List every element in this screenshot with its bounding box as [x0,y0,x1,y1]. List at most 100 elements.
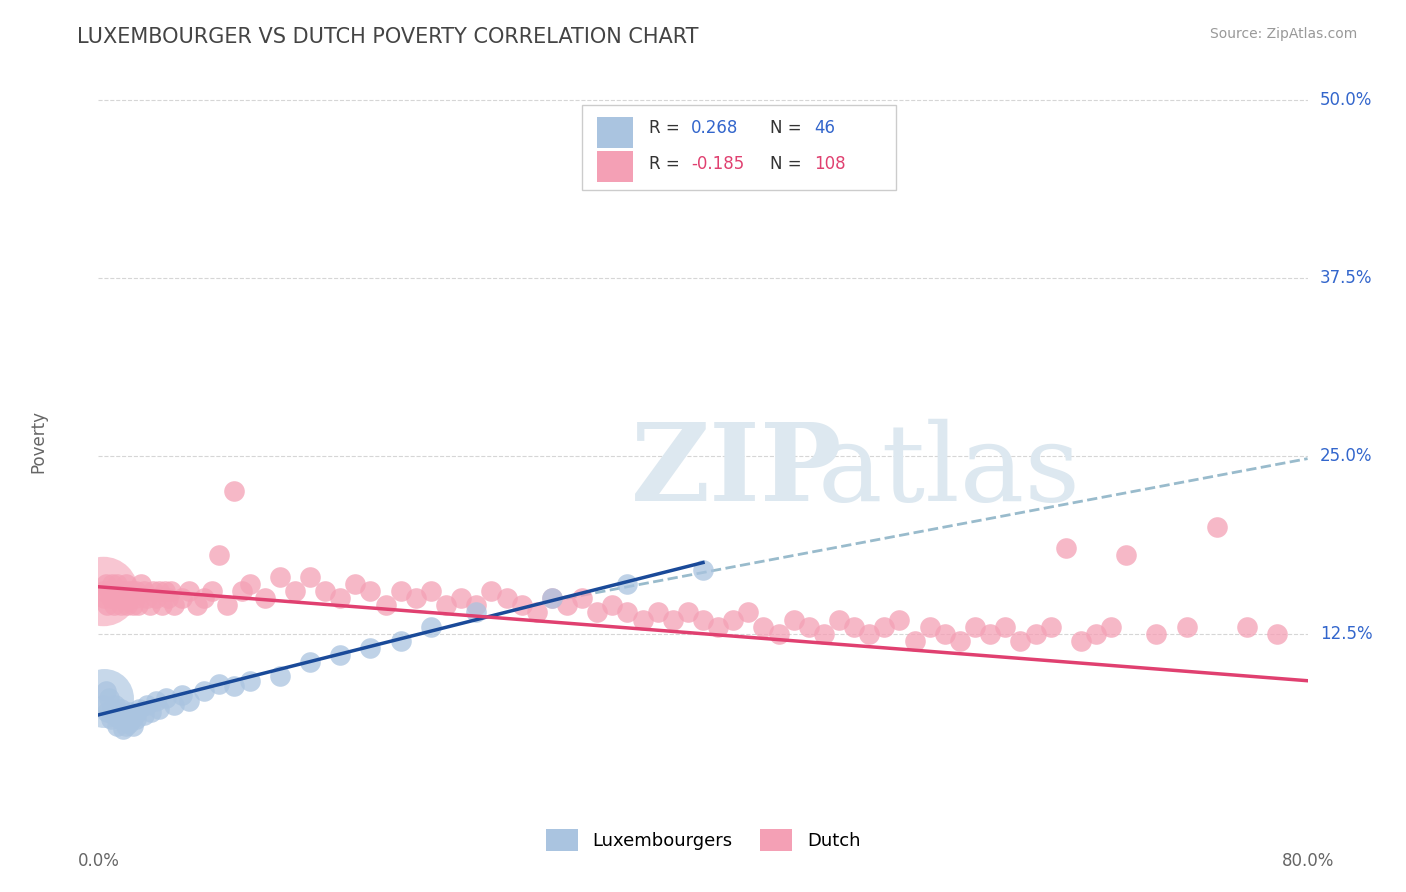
Text: 108: 108 [814,155,846,173]
Point [873,619,896,633]
Point [163,698,186,712]
Point [797,619,820,633]
Point [540,591,562,606]
Text: R =: R = [648,155,679,173]
Point [98,584,121,599]
Point [177,584,201,599]
Text: LUXEMBOURGER VS DUTCH POVERTY CORRELATION CHART: LUXEMBOURGER VS DUTCH POVERTY CORRELATIO… [77,27,699,46]
Point [1085,626,1108,640]
Point [299,570,322,584]
Point [844,619,866,633]
Point [139,599,162,613]
Point [124,707,146,722]
Point [1054,541,1077,556]
Point [314,584,336,599]
Point [692,563,714,577]
Point [112,591,135,606]
Point [329,591,352,606]
Point [91,584,114,599]
Point [112,712,135,726]
Point [934,626,956,640]
Point [647,606,669,620]
Point [148,702,170,716]
Point [965,619,987,633]
Point [135,698,157,712]
Point [177,694,201,708]
Point [208,549,231,563]
Point [120,591,142,606]
Point [104,584,127,599]
Point [122,599,145,613]
Text: N =: N = [769,120,801,137]
Point [160,584,183,599]
Point [481,584,503,599]
Point [813,626,835,640]
Point [616,577,638,591]
Point [1039,619,1062,633]
Point [201,584,224,599]
Point [93,591,115,606]
Point [105,719,128,733]
Point [107,591,129,606]
Point [465,599,488,613]
Point [721,613,744,627]
Point [170,688,193,702]
Point [121,712,143,726]
Point [132,707,155,722]
Point [224,484,246,499]
Point [231,584,253,599]
Point [127,599,149,613]
Point [269,570,291,584]
Text: 0.268: 0.268 [690,120,738,137]
Point [389,584,412,599]
Point [101,577,124,591]
Point [170,591,193,606]
Point [108,712,131,726]
Text: 12.5%: 12.5% [1320,624,1372,643]
Point [269,669,291,683]
Point [163,599,186,613]
Point [752,619,775,633]
Point [768,626,790,640]
Point [91,584,114,599]
Point [586,606,609,620]
Point [142,584,165,599]
Point [186,599,208,613]
Point [1024,626,1046,640]
Point [105,577,128,591]
Point [148,584,170,599]
Point [858,626,880,640]
Point [145,694,167,708]
Legend: Luxembourgers, Dutch: Luxembourgers, Dutch [538,822,868,858]
Point [103,599,125,613]
FancyBboxPatch shape [596,152,633,183]
Text: atlas: atlas [818,418,1081,524]
Point [360,640,382,655]
Point [782,613,804,627]
Point [208,676,231,690]
Point [526,606,548,620]
Point [128,702,150,716]
Point [344,577,367,591]
Point [1070,633,1092,648]
Point [450,591,472,606]
Point [110,702,132,716]
Point [949,633,972,648]
Point [124,591,146,606]
Point [118,716,141,731]
Point [115,707,138,722]
Point [156,591,179,606]
Point [135,591,157,606]
Point [122,719,145,733]
Point [93,690,115,705]
Point [1175,619,1198,633]
Point [1206,520,1229,534]
Text: N =: N = [769,155,801,173]
Point [224,680,246,694]
Text: 0.0%: 0.0% [77,852,120,870]
Point [299,655,322,669]
Point [145,591,167,606]
Text: Source: ZipAtlas.com: Source: ZipAtlas.com [1209,27,1357,41]
Point [94,577,117,591]
Point [153,584,176,599]
